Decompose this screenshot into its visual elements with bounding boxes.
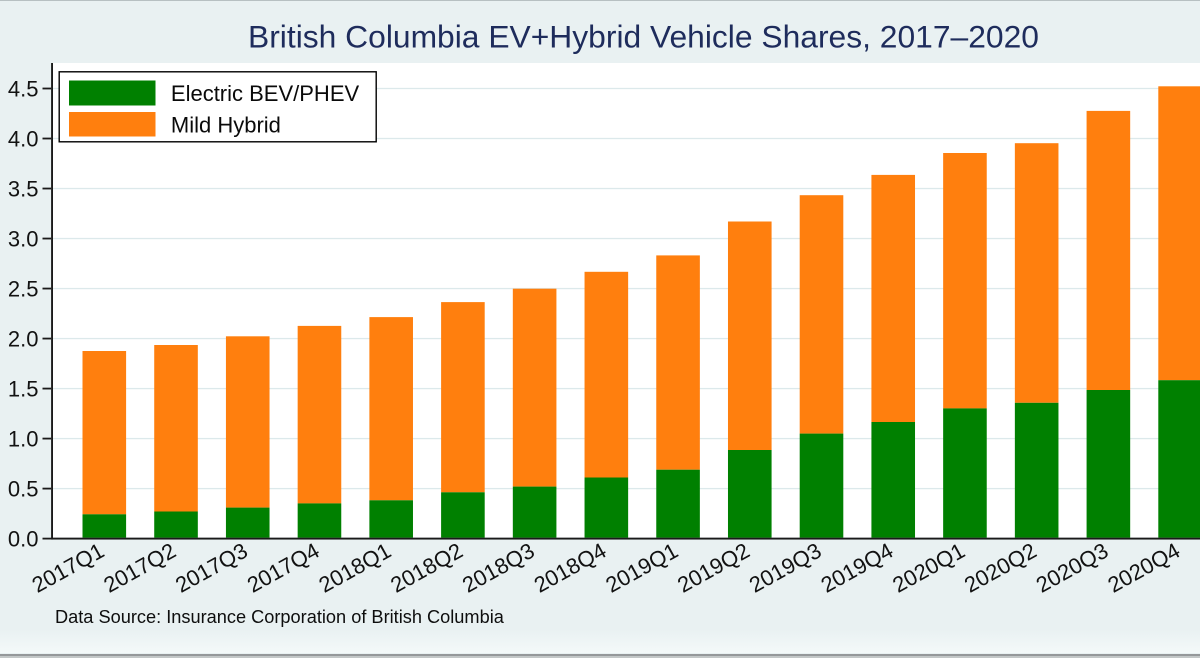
svg-text:0.5: 0.5 [8,476,39,501]
svg-text:2.0: 2.0 [8,326,39,351]
svg-text:2019Q3: 2019Q3 [745,538,826,598]
svg-text:2020Q1: 2020Q1 [888,538,969,598]
svg-text:2019Q1: 2019Q1 [601,538,682,598]
svg-text:2019Q4: 2019Q4 [817,538,898,598]
svg-text:2017Q4: 2017Q4 [243,538,324,598]
svg-text:0.0: 0.0 [8,527,39,552]
svg-text:2017Q2: 2017Q2 [99,538,180,598]
svg-text:2018Q3: 2018Q3 [458,538,539,598]
svg-text:3.5: 3.5 [8,176,39,201]
svg-text:2017Q3: 2017Q3 [171,538,252,598]
svg-text:1.0: 1.0 [8,426,39,451]
svg-text:3.0: 3.0 [8,226,39,251]
svg-text:2.5: 2.5 [8,276,39,301]
svg-text:2019Q2: 2019Q2 [673,538,754,598]
svg-text:2018Q2: 2018Q2 [386,538,467,598]
svg-text:Data Source: Insurance Corpora: Data Source: Insurance Corporation of Br… [55,607,505,627]
svg-text:Mild Hybrid: Mild Hybrid [171,112,281,137]
svg-text:2020Q3: 2020Q3 [1032,538,1113,598]
svg-text:2020Q2: 2020Q2 [960,538,1041,598]
svg-text:2018Q4: 2018Q4 [530,538,611,598]
svg-text:2018Q1: 2018Q1 [315,538,396,598]
svg-text:1.5: 1.5 [8,376,39,401]
svg-text:Electric BEV/PHEV: Electric BEV/PHEV [171,81,360,106]
svg-text:British Columbia EV+Hybrid Veh: British Columbia EV+Hybrid Vehicle Share… [248,19,1039,55]
svg-text:4.5: 4.5 [8,76,39,101]
svg-text:2020Q4: 2020Q4 [1104,538,1185,598]
svg-text:4.0: 4.0 [8,126,39,151]
svg-text:2017Q1: 2017Q1 [28,538,109,598]
